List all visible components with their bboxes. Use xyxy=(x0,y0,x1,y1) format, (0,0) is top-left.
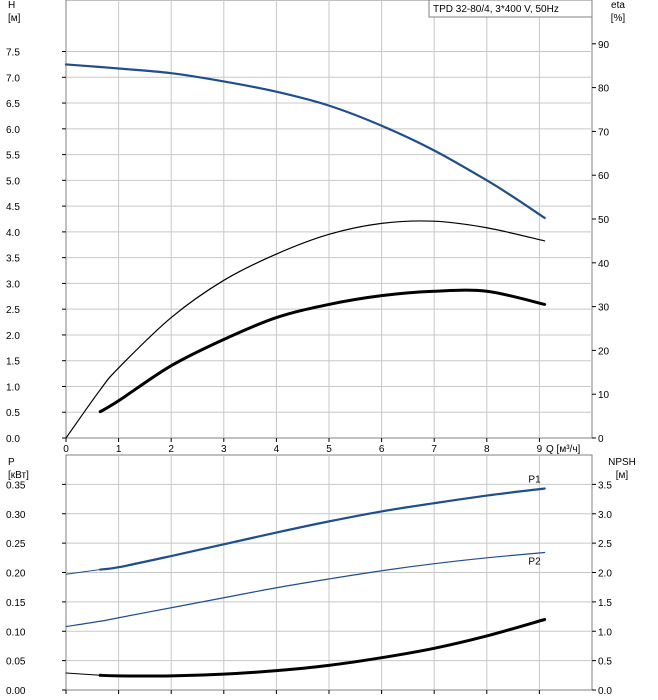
y-left-tick-label: 0.20 xyxy=(6,569,26,580)
y-left-tick-label: 0.30 xyxy=(6,510,26,521)
y-right-tick-label: 3.0 xyxy=(598,510,612,521)
y-left-tick-label: 1.5 xyxy=(6,357,20,368)
y-left-tick-label: 0.10 xyxy=(6,627,26,638)
y-left-tick-label: 0.05 xyxy=(6,657,26,668)
y-right-axis-label: eta xyxy=(611,0,625,11)
y-left-tick-label: 5.5 xyxy=(6,151,20,162)
x-tick-label: 2 xyxy=(168,444,174,455)
y-right-tick-label: 2.0 xyxy=(598,569,612,580)
y-left-tick-label: 2.0 xyxy=(6,331,20,342)
y-left-tick-label: 4.5 xyxy=(6,202,20,213)
chart-text: 0.0 0.5 1.0 1.5 2.0 2.5 3.0 3.5 4.0 4.5 5.0 5.5 6.0 6… xyxy=(6,0,636,697)
series-line-0-0 xyxy=(64,63,546,220)
y-right-tick-label: 70 xyxy=(598,127,610,138)
series-line-1-2 xyxy=(65,551,546,628)
y-right-axis-unit: [м] xyxy=(616,470,629,481)
y-left-tick-label: 4.0 xyxy=(6,228,20,239)
y-left-tick-label: 3.0 xyxy=(6,279,20,290)
y-right-tick-label: 60 xyxy=(598,171,610,182)
y-right-tick-label: 0.5 xyxy=(598,657,612,668)
y-left-tick-label: 0.0 xyxy=(6,434,20,445)
y-right-tick-label: 1.5 xyxy=(598,598,612,609)
series-label-p2: P2 xyxy=(528,557,541,568)
x-tick-label: 3 xyxy=(221,444,227,455)
y-left-tick-label: 5.0 xyxy=(6,176,20,187)
y-right-tick-label: 40 xyxy=(598,259,610,270)
y-right-tick-label: 3.5 xyxy=(598,480,612,491)
y-right-tick-label: 0.0 xyxy=(598,686,612,697)
title-box xyxy=(428,0,593,18)
chart-grid xyxy=(66,0,592,690)
y-right-tick-label: 80 xyxy=(598,84,610,95)
y-left-tick-label: 0.25 xyxy=(6,539,26,550)
series-line-0-3 xyxy=(98,288,547,414)
y-left-tick-label: 7.0 xyxy=(6,73,20,84)
y-right-tick-label: 2.5 xyxy=(598,539,612,550)
y-left-axis-label: H xyxy=(8,0,15,11)
x-tick-label: 7 xyxy=(431,444,437,455)
y-left-tick-label: 0.15 xyxy=(6,598,26,609)
x-tick-label: 0 xyxy=(63,444,69,455)
series-line-0-2 xyxy=(65,220,546,439)
x-axis-label: Q [м³/ч] xyxy=(546,444,581,455)
series-line-1-0 xyxy=(99,487,546,571)
y-left-tick-label: 3.5 xyxy=(6,254,20,265)
series-line-0-1 xyxy=(65,63,101,68)
y-right-tick-label: 50 xyxy=(598,215,610,226)
y-right-tick-label: 90 xyxy=(598,40,610,51)
y-left-tick-label: 0.5 xyxy=(6,408,20,419)
y-left-tick-label: 0.00 xyxy=(6,686,26,697)
y-right-tick-label: 0 xyxy=(598,434,604,445)
y-left-axis-unit: [м] xyxy=(8,13,21,24)
y-left-tick-label: 6.5 xyxy=(6,99,20,110)
y-right-tick-label: 30 xyxy=(598,303,610,314)
y-left-tick-label: 2.5 xyxy=(6,305,20,316)
series-line-1-1 xyxy=(65,569,101,575)
y-left-tick-label: 7.5 xyxy=(6,48,20,59)
x-tick-label: 5 xyxy=(326,444,332,455)
chart-title: TPD 32-80/4, 3*400 V, 50Hz xyxy=(433,4,559,15)
y-right-axis-label: NPSH xyxy=(608,457,636,468)
series-line-1-4 xyxy=(65,672,101,676)
x-tick-label: 8 xyxy=(484,444,490,455)
chart-series xyxy=(64,63,547,678)
x-tick-label: 1 xyxy=(116,444,122,455)
y-right-tick-label: 20 xyxy=(598,346,610,357)
series-line-1-3 xyxy=(98,618,547,678)
y-right-tick-label: 10 xyxy=(598,390,610,401)
y-left-tick-label: 1.0 xyxy=(6,382,20,393)
x-tick-label: 9 xyxy=(537,444,543,455)
y-left-tick-label: 6.0 xyxy=(6,125,20,136)
y-right-tick-label: 1.0 xyxy=(598,627,612,638)
y-left-axis-unit: [кВт] xyxy=(8,470,29,481)
x-tick-label: 6 xyxy=(379,444,385,455)
series-label-p1: P1 xyxy=(528,474,541,485)
x-tick-label: 4 xyxy=(274,444,280,455)
y-left-axis-label: P xyxy=(8,457,15,468)
y-left-tick-label: 0.35 xyxy=(6,480,26,491)
y-right-axis-unit: [%] xyxy=(611,13,626,24)
